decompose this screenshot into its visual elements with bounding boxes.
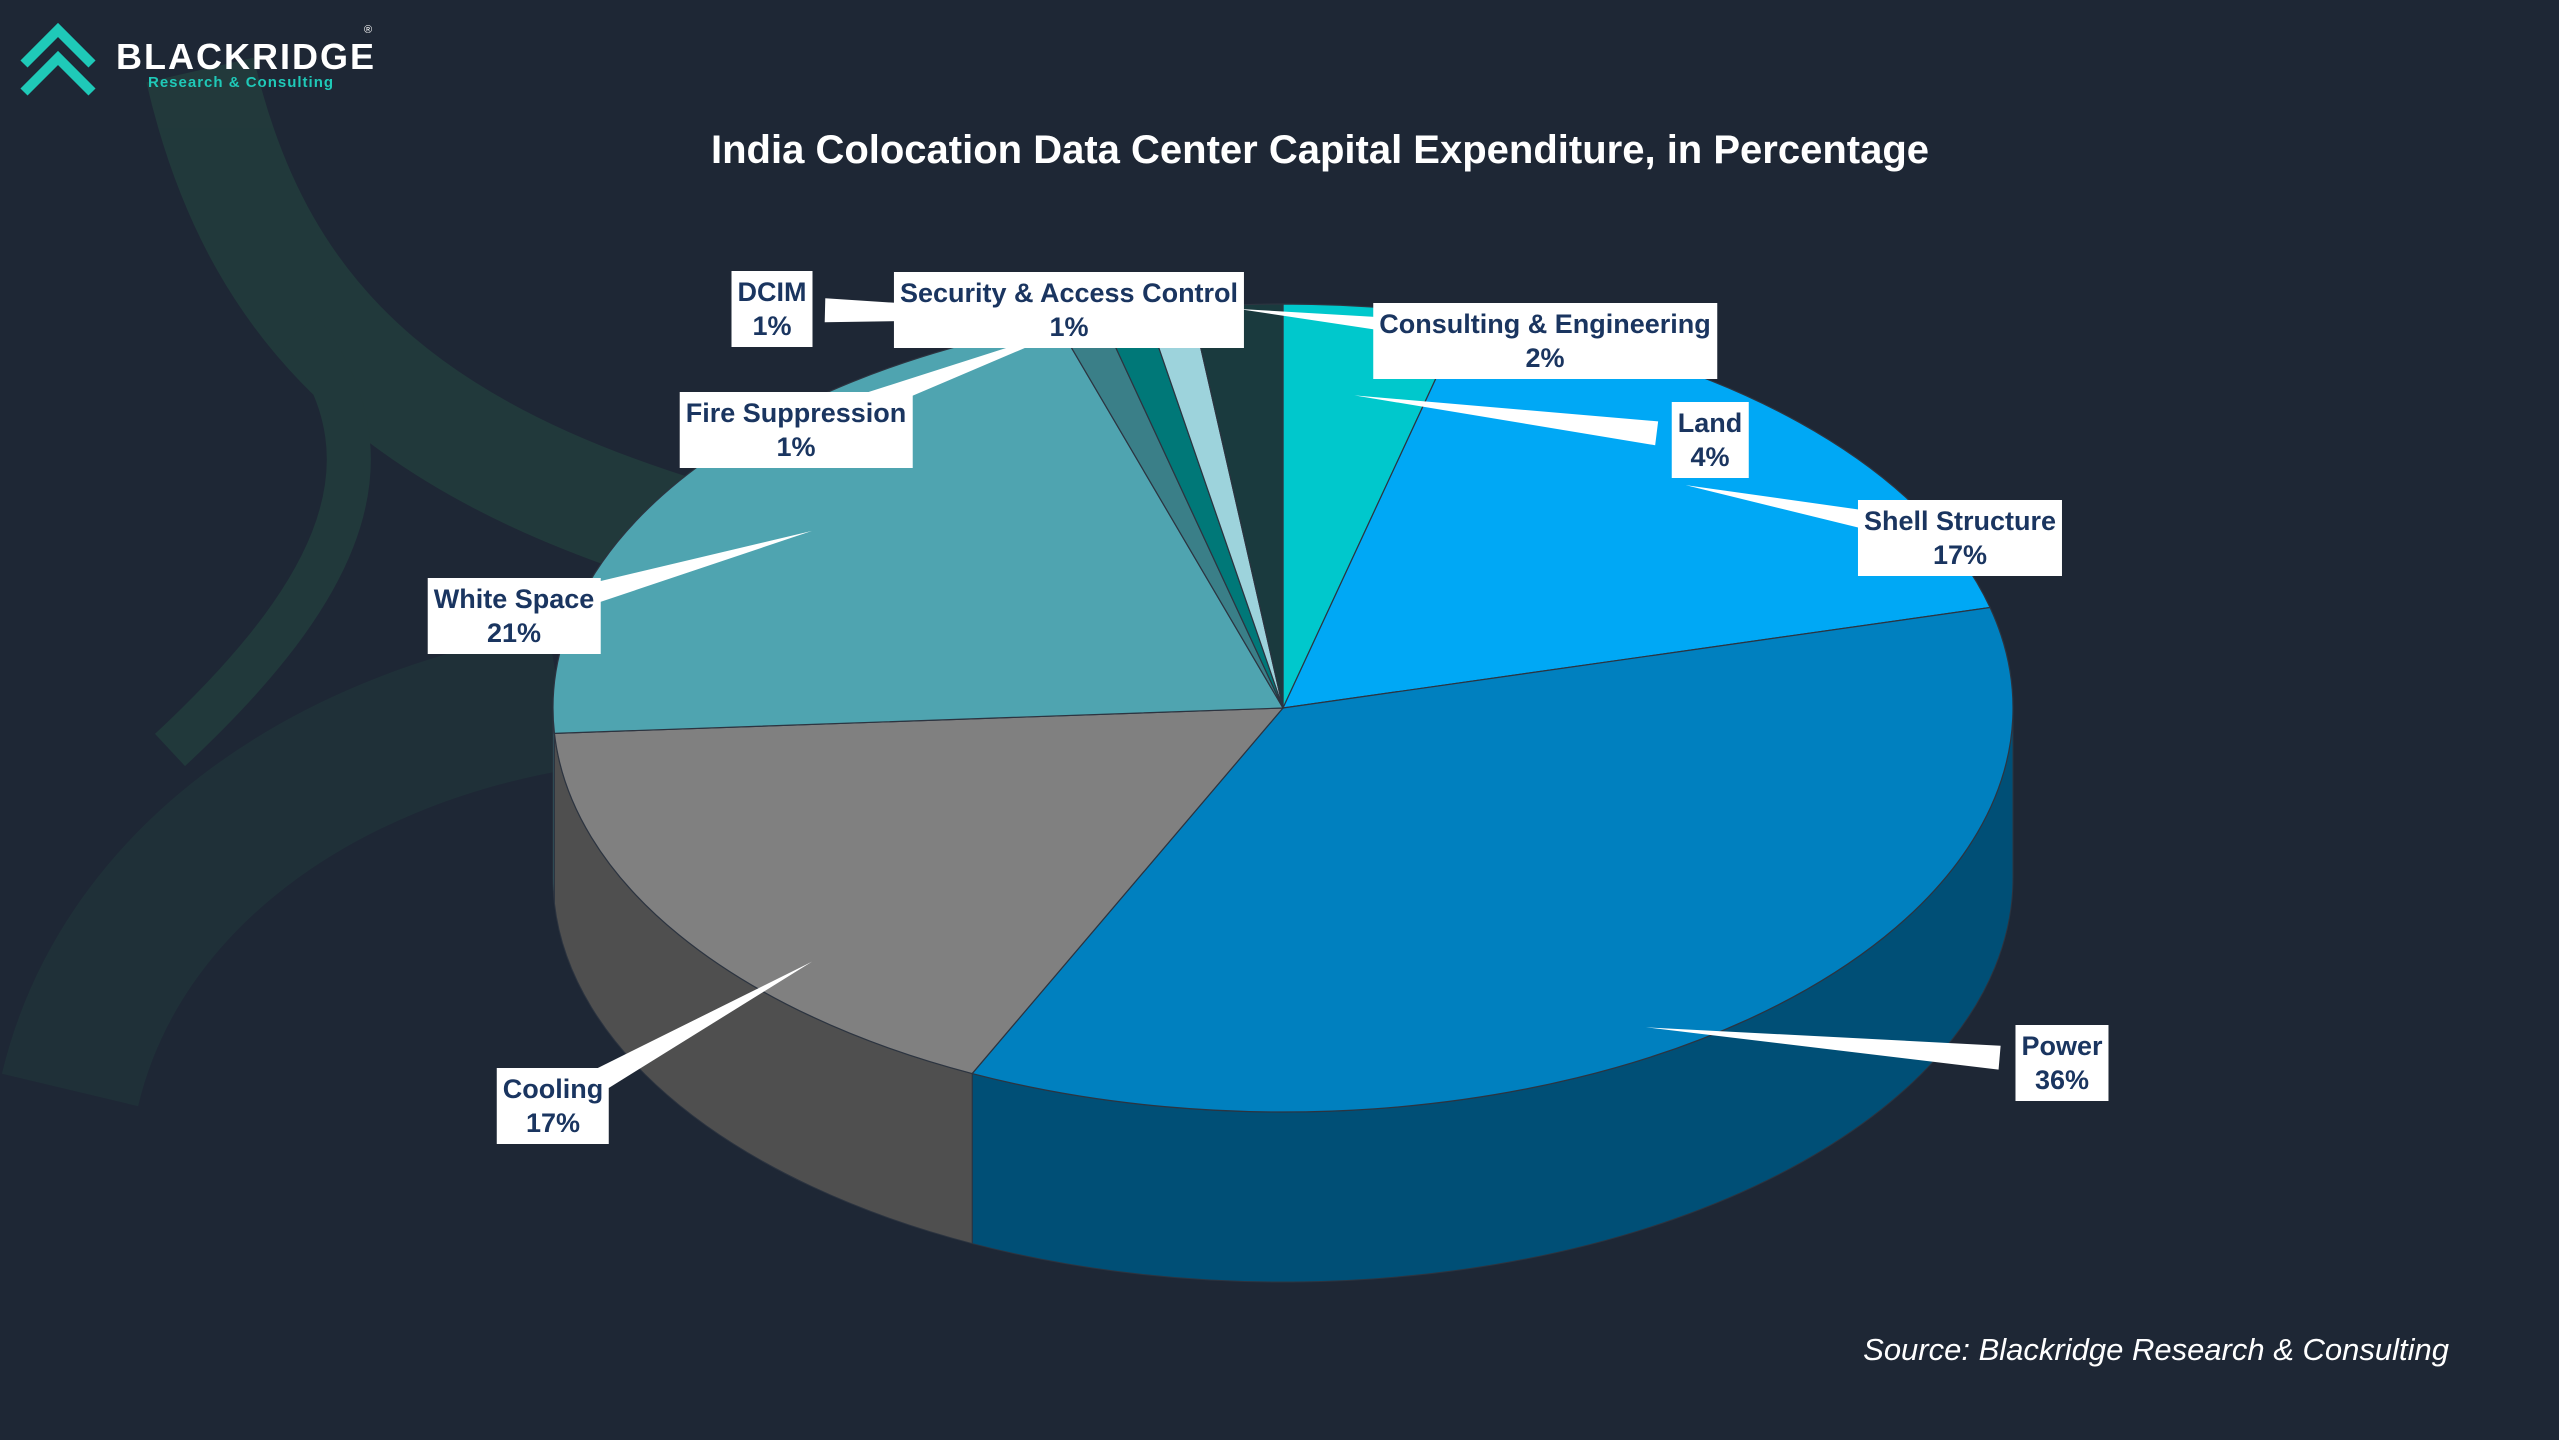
pie-chart xyxy=(552,303,2014,1283)
label-security-and-access-control: Security & Access Control 1% xyxy=(893,272,1245,348)
label-value: 21% xyxy=(486,618,542,648)
label-consulting-and-engineering: Consulting & Engineering 2% xyxy=(1373,303,1717,379)
pie-slice-white-space xyxy=(552,323,1285,734)
label-value: 1% xyxy=(776,432,816,462)
label-name: Cooling xyxy=(502,1074,604,1104)
label-name: White Space xyxy=(433,584,595,614)
label-white-space: White Space 21% xyxy=(427,578,601,654)
label-power: Power 36% xyxy=(2015,1025,2109,1101)
label-name: Consulting & Engineering xyxy=(1379,309,1711,339)
label-value: 2% xyxy=(1525,343,1565,373)
brand-tagline: Research & Consulting xyxy=(148,74,335,91)
brand-registered-mark: ® xyxy=(364,24,373,36)
callout-power xyxy=(1645,1027,2001,1070)
label-dcim: DCIM 1% xyxy=(731,271,813,347)
brand-logo: BLACKRIDGE ® Research & Consulting xyxy=(18,20,378,100)
callout-white-space xyxy=(555,530,813,615)
callout-cooling xyxy=(586,961,813,1095)
label-name: Fire Suppression xyxy=(685,398,907,428)
label-value: 4% xyxy=(1690,442,1730,472)
label-value: 36% xyxy=(2034,1065,2090,1095)
label-fire-suppression: Fire Suppression 1% xyxy=(679,392,913,468)
source-note: Source: Blackridge Research & Consulting xyxy=(1863,1332,2449,1367)
logo-chevron-icon xyxy=(20,22,96,96)
pie-slice-power xyxy=(971,606,2014,1113)
background-swoosh xyxy=(1,57,794,1108)
callout-land xyxy=(1354,395,1659,446)
label-name: Shell Structure xyxy=(1863,506,2057,536)
chart-title: India Colocation Data Center Capital Exp… xyxy=(710,128,1930,172)
label-value: 1% xyxy=(752,311,792,341)
label-shell-structure: Shell Structure 17% xyxy=(1857,500,2063,576)
label-name: DCIM xyxy=(737,277,807,307)
pie-side-white-space xyxy=(552,707,555,904)
label-cooling: Cooling 17% xyxy=(496,1068,610,1144)
pie-slice-cooling xyxy=(553,707,1285,1075)
label-land: Land 4% xyxy=(1671,402,1749,478)
label-value: 1% xyxy=(1049,312,1089,342)
label-value: 17% xyxy=(1932,540,1988,570)
label-name: Security & Access Control xyxy=(899,278,1239,308)
label-name: Power xyxy=(2021,1031,2103,1061)
label-name: Land xyxy=(1677,408,1743,438)
brand-name: BLACKRIDGE xyxy=(116,36,376,77)
label-value: 17% xyxy=(525,1108,581,1138)
